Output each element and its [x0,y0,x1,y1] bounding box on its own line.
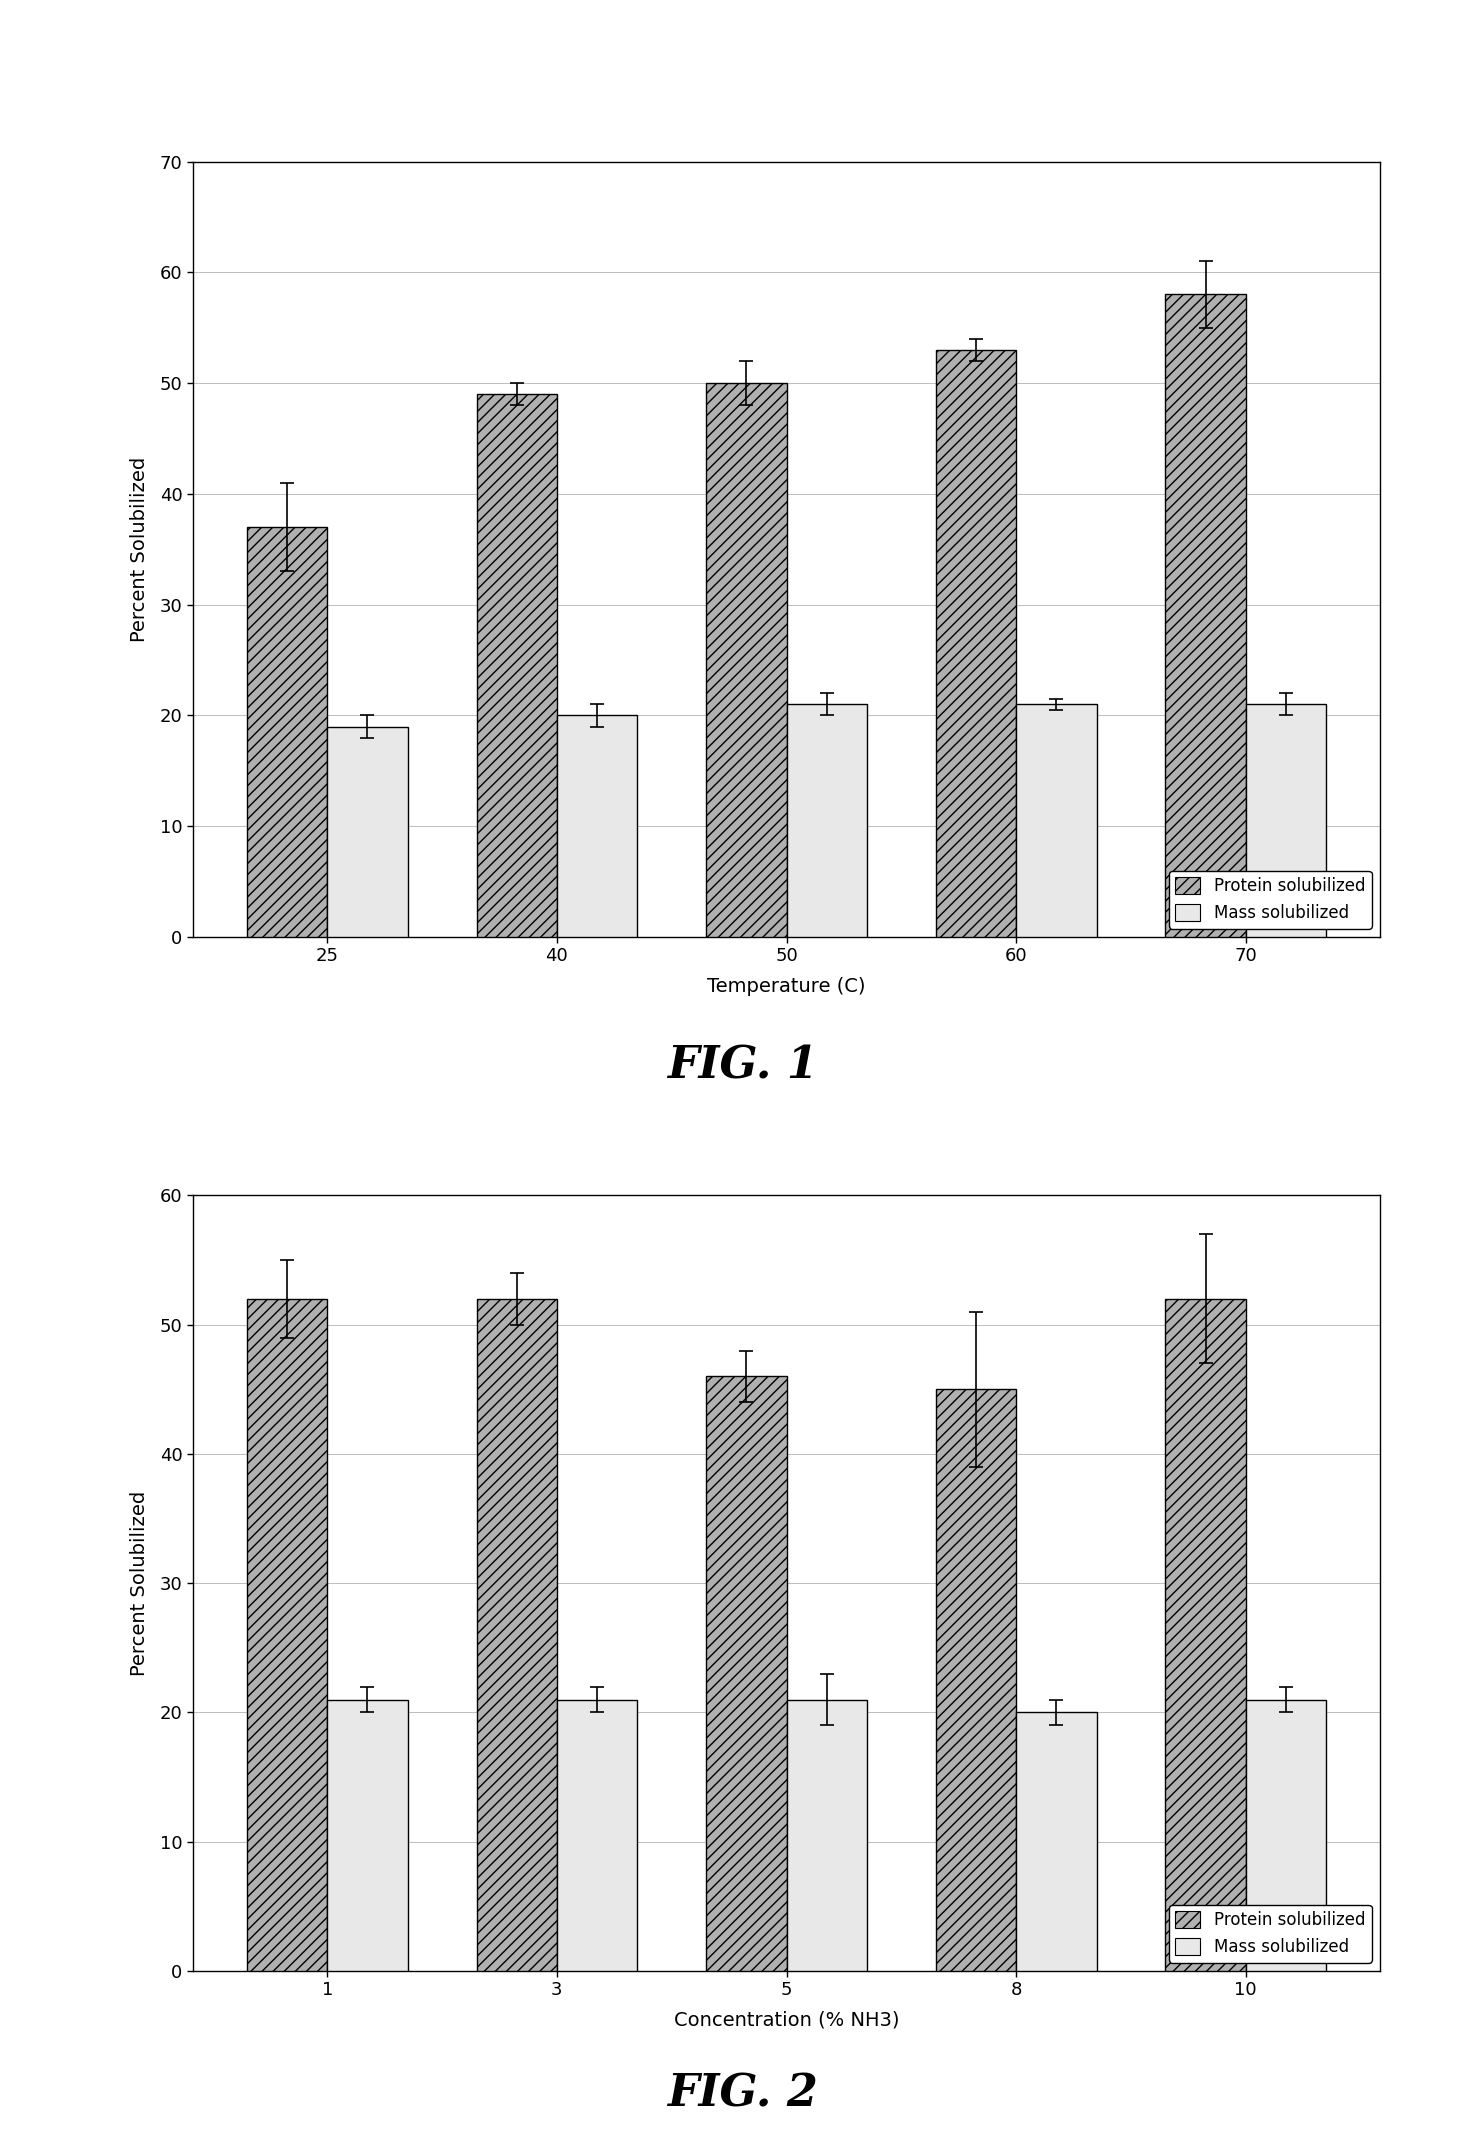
Bar [1017,704,1097,937]
Bar [556,1700,637,1971]
Bar [476,1299,556,1971]
Bar [936,1389,1017,1971]
Bar [1017,1712,1097,1971]
Y-axis label: Percent Solubilized: Percent Solubilized [129,1491,148,1676]
Text: FIG. 1: FIG. 1 [666,1045,818,1088]
Bar [787,1700,867,1971]
Bar [706,383,787,937]
Bar [246,528,328,937]
Bar [1165,295,1245,937]
Legend: Protein solubilized, Mass solubilized: Protein solubilized, Mass solubilized [1168,870,1371,928]
Y-axis label: Percent Solubilized: Percent Solubilized [129,457,148,642]
Bar [936,349,1017,937]
Bar [328,726,408,937]
Bar [328,1700,408,1971]
Bar [787,704,867,937]
Bar [1245,1700,1327,1971]
X-axis label: Concentration (% NH3): Concentration (% NH3) [674,2010,899,2029]
Bar [1165,1299,1245,1971]
Bar [246,1299,328,1971]
Legend: Protein solubilized, Mass solubilized: Protein solubilized, Mass solubilized [1168,1904,1371,1962]
Bar [1245,704,1327,937]
Text: FIG. 2: FIG. 2 [666,2072,818,2115]
Bar [476,394,556,937]
X-axis label: Temperature (C): Temperature (C) [708,976,865,995]
Bar [556,715,637,937]
Bar [706,1376,787,1971]
